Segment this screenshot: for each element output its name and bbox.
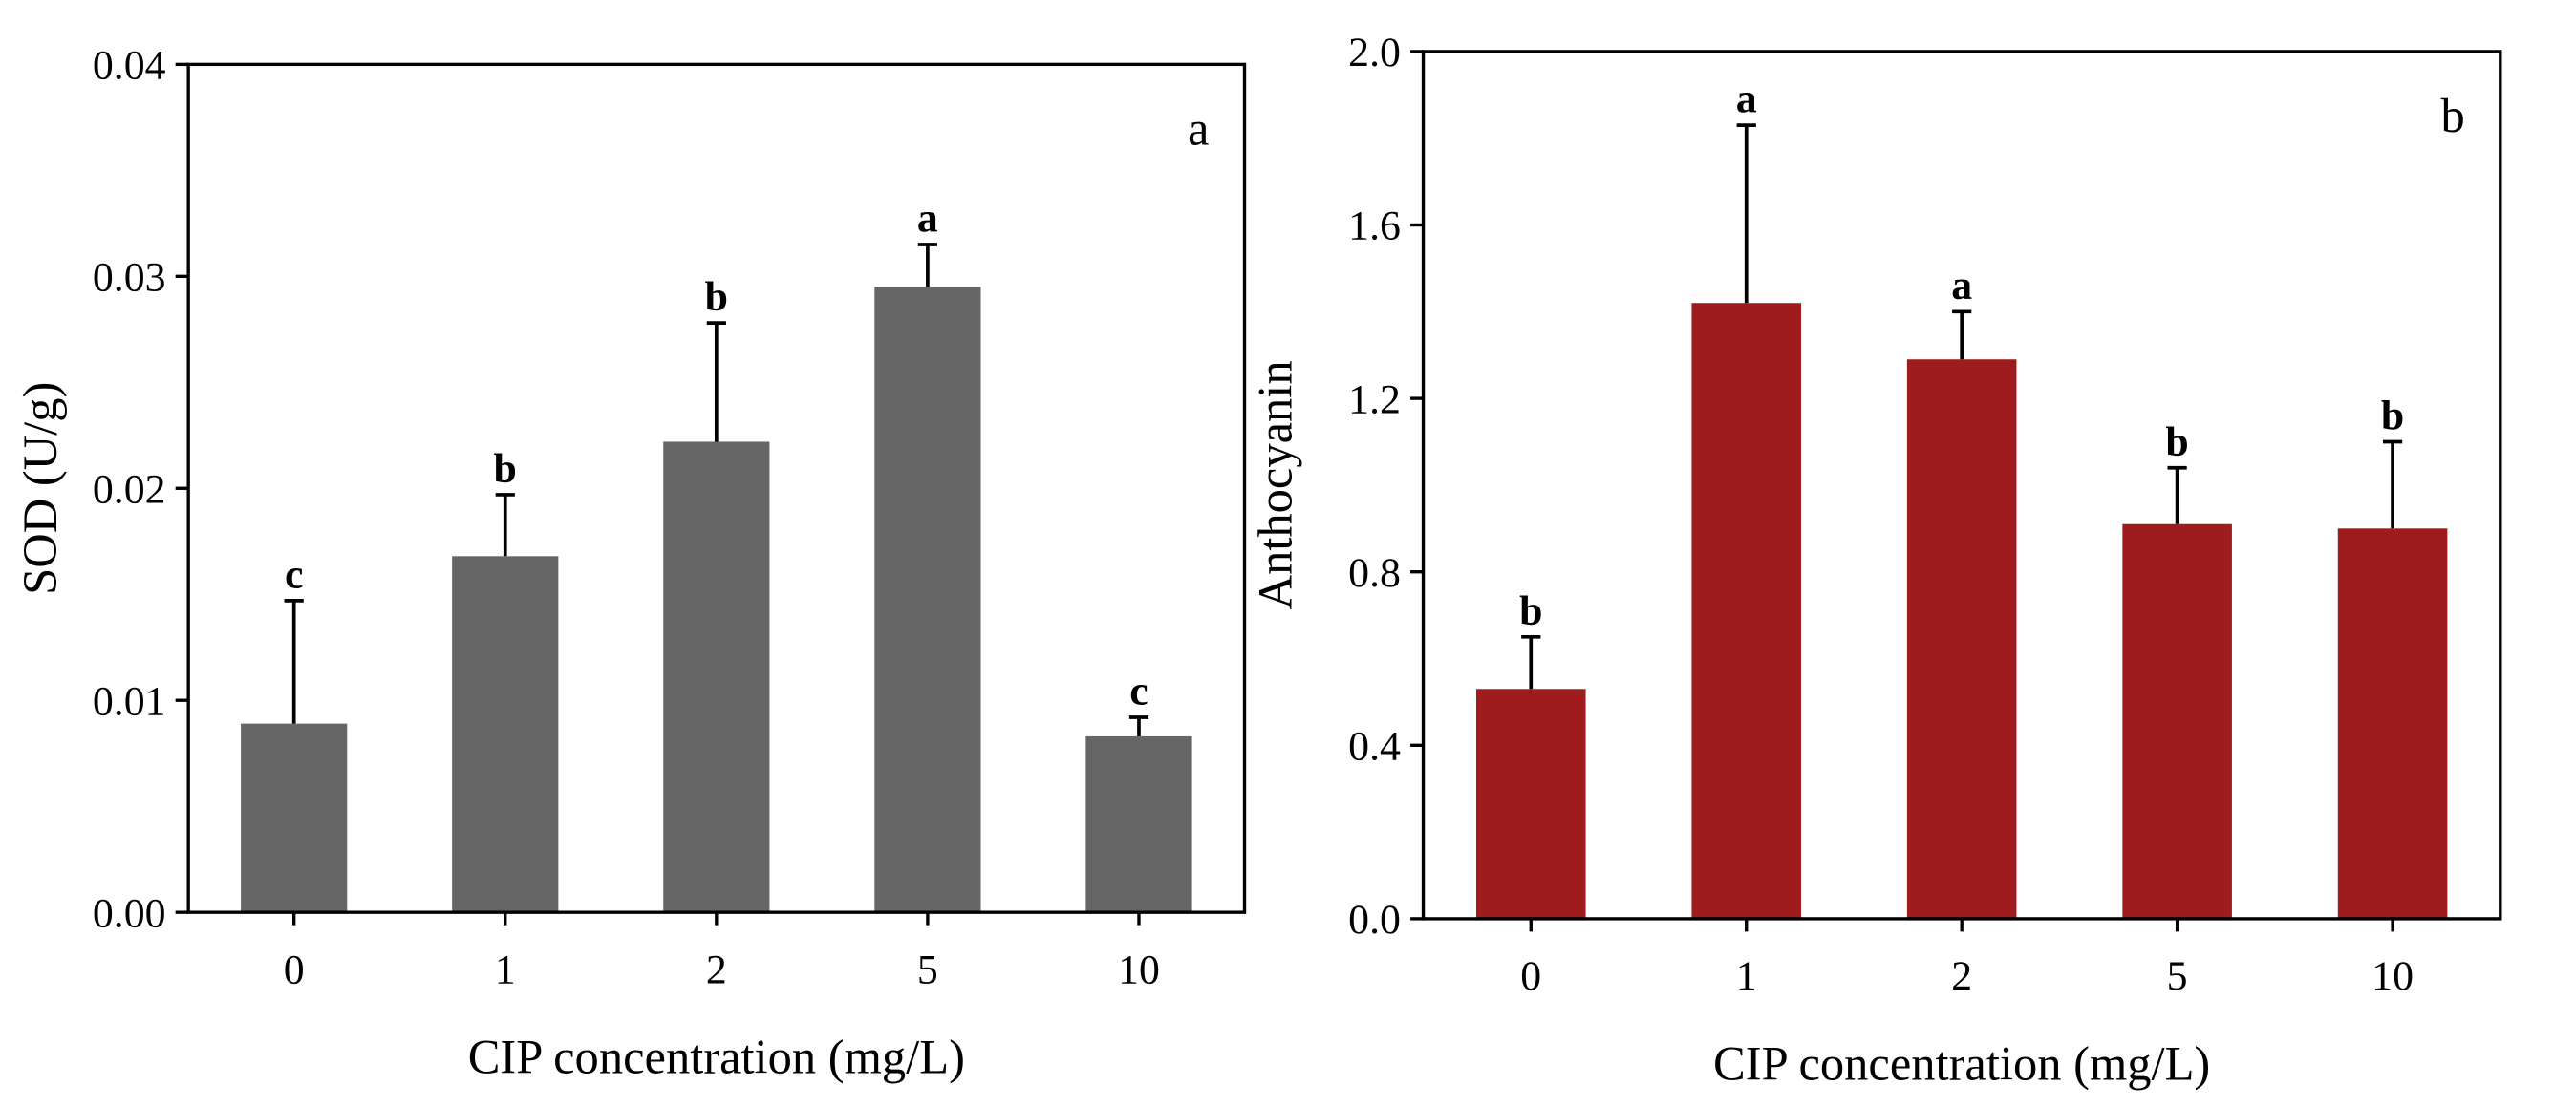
x-tick-label: 2 — [706, 947, 727, 992]
significance-label-1: a — [1736, 76, 1757, 122]
x-tick-label: 1 — [1736, 953, 1757, 999]
significance-label-10: b — [2381, 393, 2404, 438]
x-tick-label: 5 — [2167, 953, 2188, 999]
y-tick-label: 0.04 — [93, 43, 166, 89]
x-axis-label: CIP concentration (mg/L) — [1713, 1036, 2210, 1090]
bar-1 — [452, 556, 559, 913]
anthocyanin-chart-panel-b: b 0 a 1 a 2 b 5 b 10 0.0 0.4 0.8 1.2 1.6 2.0 CIP concent… — [1248, 30, 2502, 1090]
bar-5 — [874, 287, 981, 913]
bar-1 — [1691, 303, 1802, 919]
significance-label-2: b — [705, 274, 728, 320]
y-tick-label: 1.2 — [1348, 376, 1401, 422]
y-tick-label: 0.4 — [1348, 723, 1401, 769]
significance-label-0: c — [285, 551, 303, 597]
x-tick-label: 2 — [1951, 953, 1972, 999]
y-tick-label: 0.03 — [93, 254, 166, 300]
x-tick-label: 1 — [495, 947, 516, 992]
bar-10 — [1085, 735, 1192, 913]
y-tick-label: 0.8 — [1348, 550, 1401, 596]
bar-2 — [1906, 359, 2017, 919]
x-tick-label: 0 — [284, 947, 305, 992]
significance-label-2: a — [1951, 263, 1972, 309]
y-axis-label: Anthocyanin — [1248, 360, 1301, 609]
bar-10 — [2337, 528, 2448, 919]
panel-label: b — [2440, 89, 2464, 142]
x-tick-label: 10 — [1118, 947, 1160, 992]
significance-label-10: c — [1129, 669, 1148, 714]
bar-2 — [663, 441, 770, 913]
significance-label-5: a — [917, 196, 938, 242]
bar-0 — [1475, 689, 1586, 919]
significance-label-0: b — [1519, 587, 1542, 633]
bar-0 — [241, 723, 348, 913]
y-tick-label: 2.0 — [1348, 30, 1401, 75]
bar-5 — [2122, 523, 2232, 919]
panel-label: a — [1188, 102, 1209, 156]
y-tick-label: 1.6 — [1348, 203, 1401, 249]
x-tick-label: 0 — [1520, 953, 1541, 999]
x-tick-label: 5 — [917, 947, 938, 992]
y-axis-label: SOD (U/g) — [13, 382, 67, 595]
sod-chart-panel-a: c 0 b 1 b 2 a 5 c 10 0.00 0.01 0.02 0.03 0.04 CIP conce… — [13, 43, 1247, 1084]
significance-label-1: b — [494, 445, 517, 491]
significance-label-5: b — [2165, 418, 2188, 464]
y-tick-label: 0.01 — [93, 678, 166, 724]
plot-frame — [1421, 50, 2502, 921]
y-tick-label: 0.02 — [93, 466, 166, 512]
x-tick-label: 10 — [2372, 953, 2414, 999]
y-tick-label: 0.00 — [93, 890, 166, 936]
y-tick-label: 0.0 — [1348, 897, 1401, 943]
x-axis-label: CIP concentration (mg/L) — [468, 1031, 965, 1084]
